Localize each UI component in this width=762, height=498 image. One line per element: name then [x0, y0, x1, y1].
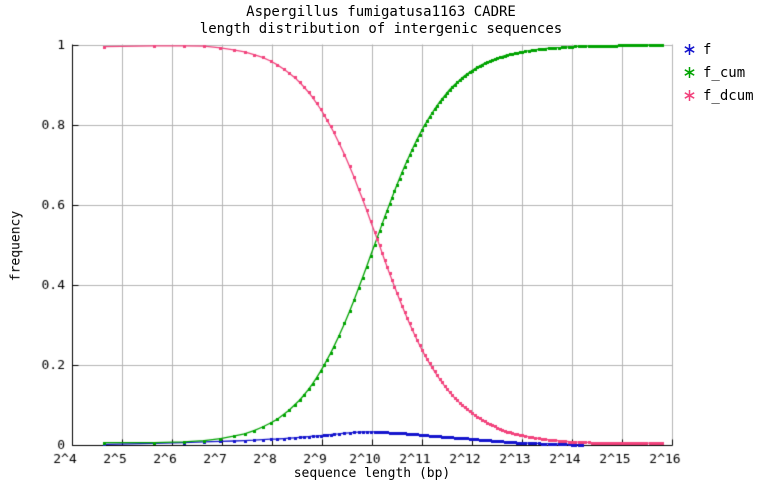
legend-item-label: f	[703, 41, 712, 58]
legend-item-label: f_dcum	[703, 87, 754, 104]
point-marker-icon	[684, 67, 695, 78]
chart-title-line-1: Aspergillus fumigatusa1163 CADRE	[246, 4, 516, 20]
legend: f f_cum f_dcum	[683, 38, 754, 107]
legend-item-label: f_cum	[703, 64, 746, 81]
legend-item-f-cum: f_cum	[683, 61, 754, 84]
legend-item-f-dcum: f_dcum	[683, 84, 754, 107]
point-marker-icon	[684, 90, 695, 101]
legend-item-f: f	[683, 38, 754, 61]
chart-title-line-2: length distribution of intergenic sequen…	[199, 21, 563, 37]
x-axis-label: sequence length (bp)	[293, 466, 451, 481]
point-marker-icon	[684, 44, 695, 55]
y-axis-label: frequency	[8, 210, 24, 282]
